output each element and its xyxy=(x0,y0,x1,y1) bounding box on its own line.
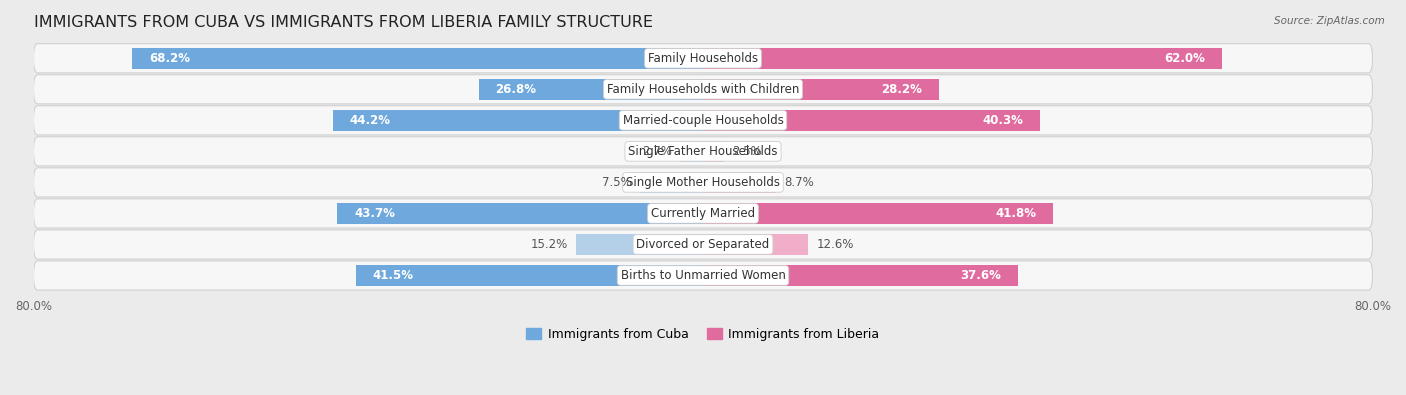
Text: 44.2%: 44.2% xyxy=(350,114,391,127)
Bar xyxy=(337,203,703,224)
Bar xyxy=(703,48,1222,69)
Legend: Immigrants from Cuba, Immigrants from Liberia: Immigrants from Cuba, Immigrants from Li… xyxy=(522,323,884,346)
Text: 2.7%: 2.7% xyxy=(643,145,672,158)
FancyBboxPatch shape xyxy=(34,168,1372,197)
Bar xyxy=(703,234,808,255)
Text: 7.5%: 7.5% xyxy=(602,176,631,189)
Text: Single Mother Households: Single Mother Households xyxy=(626,176,780,189)
Text: Family Households: Family Households xyxy=(648,52,758,65)
Bar xyxy=(703,203,1053,224)
Bar xyxy=(132,48,703,69)
Text: 41.8%: 41.8% xyxy=(995,207,1036,220)
Text: Family Households with Children: Family Households with Children xyxy=(607,83,799,96)
Text: Births to Unmarried Women: Births to Unmarried Women xyxy=(620,269,786,282)
FancyBboxPatch shape xyxy=(34,199,1372,228)
FancyBboxPatch shape xyxy=(34,137,1372,166)
FancyBboxPatch shape xyxy=(34,106,1372,135)
Bar xyxy=(576,234,703,255)
Text: Currently Married: Currently Married xyxy=(651,207,755,220)
Bar xyxy=(356,265,703,286)
Text: 40.3%: 40.3% xyxy=(983,114,1024,127)
Text: 8.7%: 8.7% xyxy=(785,176,814,189)
Bar xyxy=(703,110,1040,131)
Text: 2.5%: 2.5% xyxy=(733,145,762,158)
Text: 15.2%: 15.2% xyxy=(530,238,568,251)
Bar xyxy=(703,172,776,193)
Bar xyxy=(703,141,724,162)
FancyBboxPatch shape xyxy=(34,230,1372,259)
Text: Divorced or Separated: Divorced or Separated xyxy=(637,238,769,251)
Bar xyxy=(640,172,703,193)
Bar xyxy=(681,141,703,162)
FancyBboxPatch shape xyxy=(34,44,1372,73)
Text: 43.7%: 43.7% xyxy=(354,207,395,220)
Text: 26.8%: 26.8% xyxy=(495,83,537,96)
Text: IMMIGRANTS FROM CUBA VS IMMIGRANTS FROM LIBERIA FAMILY STRUCTURE: IMMIGRANTS FROM CUBA VS IMMIGRANTS FROM … xyxy=(34,15,652,30)
FancyBboxPatch shape xyxy=(34,75,1372,104)
Text: 68.2%: 68.2% xyxy=(149,52,190,65)
Text: 37.6%: 37.6% xyxy=(960,269,1001,282)
Bar xyxy=(703,265,1018,286)
Bar xyxy=(478,79,703,100)
Text: 28.2%: 28.2% xyxy=(882,83,922,96)
Text: 12.6%: 12.6% xyxy=(817,238,855,251)
Text: Single Father Households: Single Father Households xyxy=(628,145,778,158)
FancyBboxPatch shape xyxy=(34,261,1372,290)
Text: 41.5%: 41.5% xyxy=(373,269,413,282)
Text: Married-couple Households: Married-couple Households xyxy=(623,114,783,127)
Bar xyxy=(703,79,939,100)
Text: Source: ZipAtlas.com: Source: ZipAtlas.com xyxy=(1274,16,1385,26)
Text: 62.0%: 62.0% xyxy=(1164,52,1205,65)
Bar xyxy=(333,110,703,131)
